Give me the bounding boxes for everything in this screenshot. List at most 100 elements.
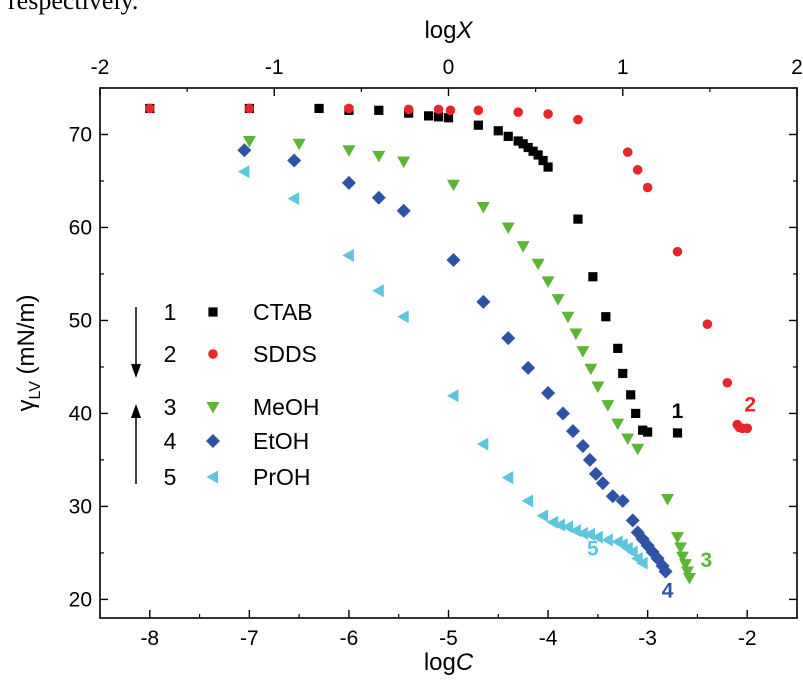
- x-tick-label: -8: [140, 627, 159, 650]
- etoh-point: [341, 175, 356, 190]
- meoh-point: [682, 573, 696, 585]
- legend-marker-sdds: [208, 349, 218, 359]
- plot-frame: [99, 87, 798, 619]
- etoh-point: [615, 493, 630, 508]
- etoh-point: [605, 489, 620, 504]
- top-tick-label: 0: [443, 56, 455, 79]
- ctab-point: [533, 150, 543, 160]
- proh-point: [287, 192, 300, 206]
- x-tick-label: -6: [340, 627, 359, 650]
- ctab-point: [631, 408, 641, 419]
- ctab-point: [433, 112, 444, 122]
- ctab-point: [374, 105, 384, 115]
- meoh-point: [576, 346, 590, 358]
- etoh-point: [541, 385, 556, 400]
- ctab-point: [543, 162, 553, 172]
- curve-label: 4: [662, 580, 674, 603]
- series-proh: [237, 165, 648, 570]
- proh-point: [536, 509, 549, 523]
- legend-label-ctab: CTAB: [253, 299, 313, 325]
- proh-point: [583, 527, 595, 541]
- proh-point: [636, 556, 648, 570]
- meoh-point: [531, 258, 545, 271]
- top-tick-label: 1: [617, 56, 629, 79]
- proh-point: [342, 248, 354, 262]
- ctab-point: [601, 312, 611, 322]
- ctab-point: [513, 136, 523, 146]
- proh-point: [561, 520, 573, 534]
- etoh-point: [556, 406, 571, 421]
- legend-label-etoh: EtOH: [253, 428, 309, 454]
- sdds-point: [473, 105, 484, 116]
- legend-index: 2: [164, 341, 177, 367]
- etoh-point: [446, 253, 461, 268]
- ctab-point: [493, 126, 503, 136]
- ctab-point: [314, 103, 324, 114]
- meoh-point: [611, 418, 625, 431]
- sdds-point: [702, 319, 713, 329]
- proh-point: [521, 494, 534, 508]
- meoh-point: [501, 222, 515, 234]
- meoh-point: [242, 136, 256, 148]
- etoh-point: [565, 424, 580, 439]
- meoh-point: [631, 443, 645, 456]
- top-axis-title: logX: [424, 17, 473, 44]
- etoh-point: [658, 564, 673, 579]
- y-tick-label: 60: [69, 216, 92, 239]
- axis-labels: logC logX γLV (mN/m): [13, 17, 474, 676]
- ctab-point: [638, 425, 648, 435]
- x-tick-label: -2: [738, 627, 757, 650]
- meoh-point: [678, 559, 692, 571]
- meoh-point: [601, 400, 615, 412]
- legend: 1 CTAB 2 SDDS 3 MeOH 4 EtOH 5 PrOH: [131, 299, 319, 490]
- sdds-point: [722, 377, 733, 388]
- sdds-point: [144, 103, 155, 114]
- top-tick-label: -2: [91, 56, 110, 79]
- legend-index: 1: [164, 299, 177, 325]
- legend-label-sdds: SDDS: [253, 341, 317, 367]
- etoh-point: [287, 153, 302, 168]
- ctab-point: [643, 427, 653, 437]
- series-etoh: [237, 143, 673, 579]
- meoh-point: [584, 363, 598, 376]
- y-axis-title: γLV (mN/m): [13, 294, 44, 411]
- sdds-point: [445, 105, 456, 116]
- proh-point: [476, 437, 489, 451]
- proh-point: [576, 526, 588, 540]
- etoh-point: [396, 203, 411, 218]
- ctab-point: [503, 131, 513, 141]
- cut-off-caption-text: respectively.: [8, 0, 139, 15]
- etoh-point: [595, 476, 610, 491]
- ctab-point: [538, 155, 548, 166]
- legend-label-meoh: MeOH: [253, 394, 319, 420]
- meoh-point: [569, 328, 583, 340]
- curve-label: 1: [672, 400, 684, 423]
- meoh-point: [675, 551, 689, 564]
- proh-point: [397, 310, 409, 324]
- meoh-point: [397, 156, 411, 168]
- sdds-point: [513, 107, 523, 117]
- meoh-point: [674, 542, 688, 554]
- proh-point: [601, 533, 613, 547]
- meoh-point: [372, 150, 386, 163]
- curve-number-labels: 1 2 3 4 5: [587, 394, 756, 603]
- proh-point: [237, 165, 250, 179]
- meoh-point: [292, 138, 306, 151]
- sdds-point: [672, 246, 683, 257]
- ctab-point: [672, 428, 683, 438]
- ctab-point: [626, 390, 636, 400]
- proh-point: [446, 389, 459, 403]
- sdds-point: [632, 165, 643, 175]
- ctab-point: [613, 343, 623, 353]
- meoh-point: [516, 241, 530, 253]
- legend-marker-proh: [206, 470, 218, 484]
- y-tick-label: 70: [69, 123, 92, 146]
- legend-index: 4: [164, 428, 177, 454]
- legend-label-proh: PrOH: [253, 464, 311, 490]
- sdds-point: [433, 104, 444, 115]
- etoh-point: [521, 360, 536, 375]
- meoh-point: [671, 532, 685, 544]
- ctab-point: [423, 111, 434, 121]
- axes-frame: [99, 87, 798, 619]
